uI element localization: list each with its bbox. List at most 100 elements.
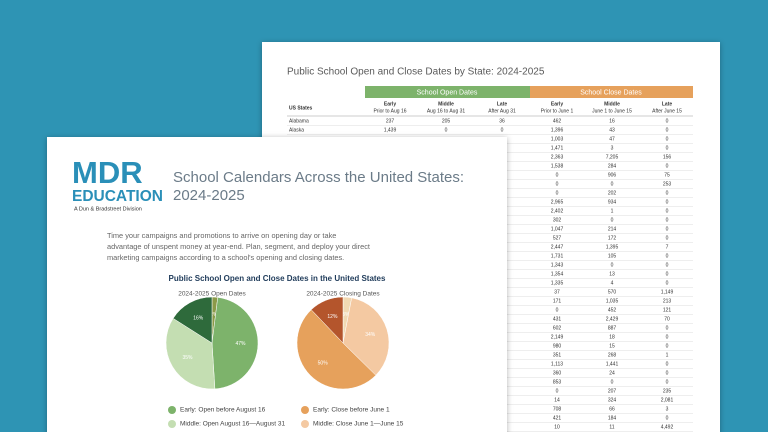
cell: 156 <box>663 154 672 160</box>
row-header: US States <box>289 105 313 111</box>
cell: 0 <box>556 190 559 196</box>
cell: 2,363 <box>551 154 564 160</box>
cell: 0 <box>666 253 669 259</box>
cell: 0 <box>666 145 669 151</box>
cell: 0 <box>666 343 669 349</box>
pie-slice <box>342 297 390 376</box>
front-document: MDR EDUCATION A Dun & Bradstreet Divisio… <box>47 137 507 432</box>
legend-label: Early: Close before June 1 <box>313 407 390 414</box>
cell: 0 <box>666 334 669 340</box>
cell: 2,429 <box>606 316 619 322</box>
cell: 934 <box>608 199 617 205</box>
logo-line: EDUCATION <box>72 188 163 205</box>
cell: 2,965 <box>551 199 564 205</box>
legend-dot <box>168 406 176 414</box>
cell: 0 <box>501 127 504 133</box>
cell: 0 <box>611 217 614 223</box>
cell: 284 <box>608 163 617 169</box>
cell: 0 <box>666 118 669 124</box>
cell: 0 <box>556 388 559 394</box>
cell: 171 <box>553 298 562 304</box>
cell: 1,035 <box>606 298 619 304</box>
doc-title: 2024-2025 <box>173 187 245 204</box>
cell: 202 <box>608 190 617 196</box>
cell: 0 <box>666 136 669 142</box>
cell: 18 <box>609 334 615 340</box>
pie-slice <box>165 318 216 390</box>
cell: 0 <box>556 181 559 187</box>
column-header: Late <box>497 101 508 107</box>
page <box>47 137 507 432</box>
cell: 0 <box>666 271 669 277</box>
legend-dot <box>168 420 176 428</box>
pie-title: 2024-2025 Closing Dates <box>306 291 380 298</box>
cell: 0 <box>556 307 559 313</box>
cell: 47 <box>609 136 615 142</box>
cell: 351 <box>553 352 562 358</box>
cell: 1,113 <box>551 361 563 367</box>
column-subheader: June 1 to June 15 <box>592 108 632 114</box>
cell: 0 <box>666 280 669 286</box>
slice-label: 34% <box>365 332 376 338</box>
legend-label: Middle: Open August 16—August 31 <box>180 421 286 428</box>
cell: 213 <box>663 298 672 304</box>
cell: 0 <box>666 415 669 421</box>
cell: 70 <box>664 316 670 322</box>
cell: 10 <box>554 424 560 430</box>
group-header: School Close Dates <box>580 89 642 96</box>
cell: 105 <box>608 253 617 259</box>
cell: 205 <box>442 118 451 124</box>
cell: 980 <box>553 343 562 349</box>
cell: 0 <box>611 181 614 187</box>
group-header-bg <box>530 86 693 98</box>
cell: 887 <box>608 325 617 331</box>
cell: 268 <box>608 352 617 358</box>
cell: 0 <box>666 127 669 133</box>
cell: 0 <box>666 199 669 205</box>
cell: 1,439 <box>384 127 397 133</box>
cell: 0 <box>666 262 669 268</box>
cell: 7 <box>666 244 669 250</box>
column-subheader: Prior to June 1 <box>541 108 574 114</box>
cell: 527 <box>553 235 562 241</box>
cell: 1,003 <box>551 136 564 142</box>
state-name: Alaska <box>289 127 304 133</box>
cell: 1,731 <box>551 253 564 259</box>
logo-division: A Dun & Bradstreet Division <box>74 206 142 212</box>
slice-label: 3% <box>342 312 350 318</box>
cell: 0 <box>666 370 669 376</box>
cell: 2,149 <box>551 334 564 340</box>
paragraph: marketing campaigns according to a schoo… <box>107 253 344 262</box>
cell: 172 <box>608 235 617 241</box>
column-subheader: After June 15 <box>652 108 682 114</box>
cell: 2,447 <box>551 244 564 250</box>
cell: 2,081 <box>661 397 674 403</box>
cell: 7,205 <box>606 154 619 160</box>
cell: 1,149 <box>661 289 674 295</box>
group-header-bg <box>365 86 530 98</box>
cell: 302 <box>553 217 562 223</box>
cell: 1,335 <box>551 280 564 286</box>
cell: 75 <box>664 172 670 178</box>
cell: 13 <box>609 271 615 277</box>
cell: 4,492 <box>661 424 674 430</box>
cell: 0 <box>666 226 669 232</box>
cell: 0 <box>611 262 614 268</box>
cell: 237 <box>386 118 395 124</box>
column-subheader: Prior to Aug 16 <box>373 108 406 114</box>
cell: 4 <box>611 280 614 286</box>
cell: 1,471 <box>551 145 564 151</box>
cell: 0 <box>666 379 669 385</box>
state-name: Alabama <box>289 118 309 124</box>
cell: 253 <box>663 181 672 187</box>
slice-label: 50% <box>318 360 329 366</box>
group-header: School Open Dates <box>417 89 478 96</box>
cell: 214 <box>608 226 617 232</box>
cell: 570 <box>608 289 617 295</box>
cell: 0 <box>666 217 669 223</box>
cell: 452 <box>608 307 617 313</box>
slice-label: 12% <box>327 314 338 320</box>
cell: 11 <box>609 424 614 430</box>
pie-slice <box>211 297 259 390</box>
